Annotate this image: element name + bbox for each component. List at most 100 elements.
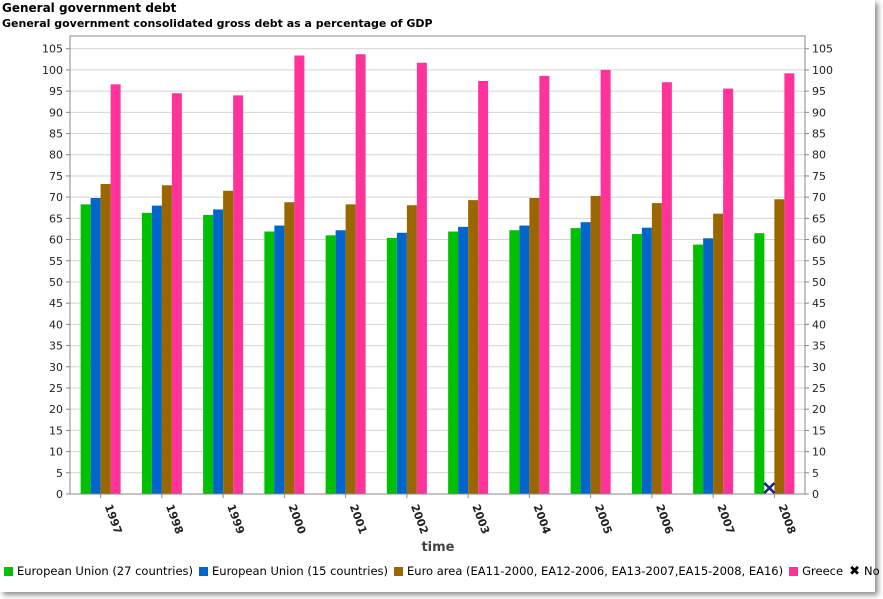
bar[interactable] xyxy=(774,199,785,494)
bar[interactable] xyxy=(141,212,152,495)
bar[interactable] xyxy=(233,95,244,495)
legend-label-no-data: No data xyxy=(863,564,883,578)
x-tick-label: 2003 xyxy=(469,503,492,536)
x-tick-label: 2004 xyxy=(531,503,554,537)
x-tick-label: 1998 xyxy=(163,503,186,536)
legend-swatch-euro-area xyxy=(394,566,404,576)
bar[interactable] xyxy=(223,190,234,494)
bar[interactable] xyxy=(723,88,734,495)
bar[interactable] xyxy=(203,214,214,494)
y-tick-label-right: 50 xyxy=(812,276,826,289)
bar[interactable] xyxy=(284,202,295,494)
bar[interactable] xyxy=(478,80,489,495)
bar[interactable] xyxy=(448,231,459,494)
no-data-icon: ✖ xyxy=(849,563,860,579)
gridlines xyxy=(70,36,805,495)
y-tick-label-right: 80 xyxy=(812,149,826,162)
legend: European Union (27 countries) European U… xyxy=(4,563,883,579)
bar[interactable] xyxy=(406,205,417,494)
y-tick-label-left: 80 xyxy=(49,149,63,162)
no-data-markers xyxy=(763,482,776,494)
no-data-marker xyxy=(763,482,776,494)
y-tick-label-left: 55 xyxy=(49,255,63,268)
y-tick-label-left: 10 xyxy=(49,446,63,459)
y-tick-label-left: 60 xyxy=(49,234,63,247)
bar[interactable] xyxy=(161,185,172,494)
legend-item-greece[interactable]: Greece xyxy=(789,564,843,578)
y-tick-label-right: 90 xyxy=(812,106,826,119)
chart-subtitle: General government consolidated gross de… xyxy=(2,17,433,30)
bar[interactable] xyxy=(631,234,642,494)
bar[interactable] xyxy=(151,205,162,494)
y-tick-label-left: 85 xyxy=(49,128,63,141)
y-tick-label-left: 15 xyxy=(49,424,63,437)
bar[interactable] xyxy=(100,184,111,495)
bar[interactable] xyxy=(396,232,407,494)
y-tick-label-right: 70 xyxy=(812,191,826,204)
bar[interactable] xyxy=(661,82,672,495)
y-tick-label-right: 85 xyxy=(812,128,826,141)
bar[interactable] xyxy=(713,213,724,494)
bar[interactable] xyxy=(784,73,795,495)
y-tick-label-left: 40 xyxy=(49,318,63,331)
bar[interactable] xyxy=(509,230,520,494)
x-tick-label: 2001 xyxy=(347,503,370,536)
y-tick-label-right: 35 xyxy=(812,340,826,353)
y-tick-label-left: 75 xyxy=(49,170,63,183)
legend-swatch-eu15 xyxy=(199,566,209,576)
bar[interactable] xyxy=(345,204,356,494)
bar[interactable] xyxy=(335,230,346,494)
x-axis-label: time xyxy=(421,540,454,555)
y-tick-label-right: 5 xyxy=(812,467,819,480)
bar[interactable] xyxy=(651,203,662,494)
x-tick-label: 2005 xyxy=(592,503,615,536)
bar[interactable] xyxy=(590,195,601,495)
bar[interactable] xyxy=(386,237,397,494)
y-tick-label-right: 100 xyxy=(812,64,833,77)
bar[interactable] xyxy=(693,244,704,494)
legend-swatch-greece xyxy=(789,566,799,576)
y-tick-label-right: 105 xyxy=(812,43,833,56)
bar[interactable] xyxy=(703,238,714,494)
bar[interactable] xyxy=(294,55,305,494)
y-tick-label-right: 30 xyxy=(812,361,826,374)
y-tick-label-right: 65 xyxy=(812,212,826,225)
y-tick-label-right: 45 xyxy=(812,297,826,310)
bar[interactable] xyxy=(274,225,285,495)
y-tick-label-left: 90 xyxy=(49,106,63,119)
bar[interactable] xyxy=(355,54,366,495)
bar[interactable] xyxy=(600,69,611,494)
legend-item-no-data[interactable]: ✖ No data xyxy=(849,564,883,578)
x-tick-label: 2007 xyxy=(714,503,737,536)
y-tick-label-left: 100 xyxy=(42,64,63,77)
bar[interactable] xyxy=(264,231,275,494)
bar[interactable] xyxy=(539,75,550,494)
legend-item-eu27[interactable]: European Union (27 countries) xyxy=(4,564,193,578)
bar[interactable] xyxy=(468,200,479,494)
bar[interactable] xyxy=(754,233,765,494)
bar[interactable] xyxy=(458,226,469,495)
bar[interactable] xyxy=(570,228,581,494)
y-tick-label-left: 95 xyxy=(49,85,63,98)
bar[interactable] xyxy=(90,197,101,495)
bar[interactable] xyxy=(580,222,591,494)
bar[interactable] xyxy=(529,197,540,495)
bar[interactable] xyxy=(80,204,91,494)
y-tick-label-left: 105 xyxy=(42,43,63,56)
legend-item-euro-area[interactable]: Euro area (EA11-2000, EA12-2006, EA13-20… xyxy=(394,564,783,578)
legend-label-euro-area: Euro area (EA11-2000, EA12-2006, EA13-20… xyxy=(407,564,784,578)
bar[interactable] xyxy=(641,227,652,494)
bar[interactable] xyxy=(171,93,182,494)
legend-label-eu15: European Union (15 countries) xyxy=(212,564,389,578)
bar[interactable] xyxy=(325,235,336,494)
bar[interactable] xyxy=(519,225,530,495)
y-tick-label-right: 60 xyxy=(812,234,826,247)
bar[interactable] xyxy=(110,84,121,494)
bar[interactable] xyxy=(213,209,224,494)
x-tick-label: 2006 xyxy=(653,503,676,537)
legend-item-eu15[interactable]: European Union (15 countries) xyxy=(199,564,388,578)
x-tick-label: 2008 xyxy=(776,503,799,536)
y-tick-label-right: 10 xyxy=(812,446,826,459)
bar[interactable] xyxy=(416,62,427,494)
